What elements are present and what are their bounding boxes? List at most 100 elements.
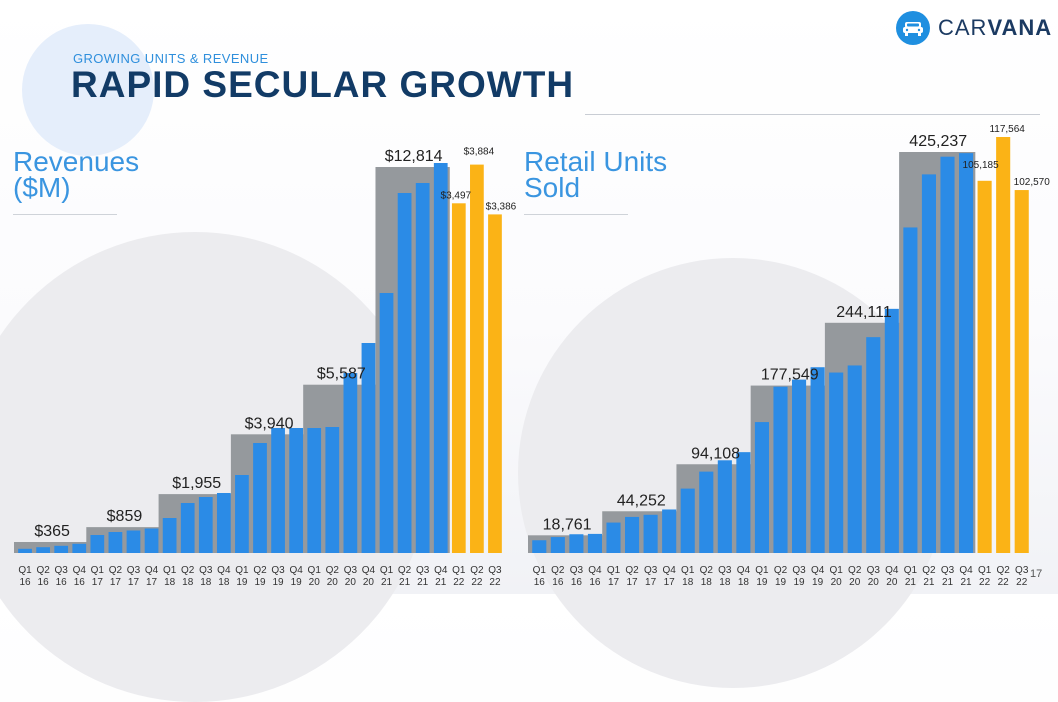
units-annual-label-2021: 425,237 (909, 133, 967, 150)
revenue-tick-year-3: 16 (56, 577, 68, 588)
units-tick-quarter-3: Q3 (570, 565, 584, 576)
revenue-bar-9 (162, 518, 177, 553)
units-bar-20 (884, 308, 899, 553)
revenue-tick-quarter-1: Q1 (18, 565, 32, 576)
units-bar-9 (680, 488, 695, 553)
units-tick-quarter-1: Q1 (533, 565, 547, 576)
units-value-label-27: 102,570 (1014, 177, 1051, 188)
units-tick-quarter-26: Q2 (996, 565, 1010, 576)
units-tick-quarter-10: Q2 (700, 565, 714, 576)
units-chart-title: Retail Units Sold (524, 146, 668, 203)
units-tick-quarter-16: Q4 (811, 565, 825, 576)
units-value-label-25: 105,185 (963, 160, 1000, 171)
title-divider (585, 114, 1040, 115)
revenue-tick-quarter-10: Q2 (181, 565, 195, 576)
units-tick-quarter-18: Q2 (848, 565, 862, 576)
units-tick-quarter-8: Q4 (662, 565, 676, 576)
revenue-chart: $365 $859 $1,955 $3,940 $5,587 $12,814 $3,497 $… (14, 147, 517, 588)
revenue-tick-year-16: 19 (291, 577, 303, 588)
revenue-title-line1: Revenues (13, 146, 140, 177)
revenue-bar-21 (379, 293, 394, 553)
units-bar-12 (736, 452, 751, 553)
revenue-tick-quarter-23: Q3 (416, 565, 430, 576)
revenue-tick-quarter-27: Q3 (488, 565, 502, 576)
decorative-circle-top (22, 24, 154, 156)
revenue-bar-10 (180, 503, 195, 553)
units-tick-year-26: 22 (998, 577, 1010, 588)
revenue-tick-year-12: 18 (218, 577, 230, 588)
units-bar-24 (959, 153, 974, 553)
units-tick-year-9: 18 (682, 577, 694, 588)
revenue-annual-block-2016 (14, 542, 89, 553)
units-bar-6 (625, 516, 640, 553)
units-bar-16 (810, 367, 825, 553)
revenue-tick-quarter-25: Q1 (452, 565, 466, 576)
revenue-bar-2 (36, 547, 50, 553)
page-subtitle: GROWING UNITS & REVENUE (73, 51, 269, 66)
units-bar-8 (662, 509, 677, 553)
revenue-tick-year-17: 20 (309, 577, 321, 588)
units-bar-23 (940, 156, 955, 553)
revenue-tick-year-4: 16 (74, 577, 86, 588)
units-bar-21 (903, 227, 918, 553)
revenue-tick-year-22: 21 (399, 577, 411, 588)
units-tick-year-8: 17 (664, 577, 676, 588)
revenue-tick-quarter-8: Q4 (145, 565, 159, 576)
revenue-annual-label-2018: $1,955 (172, 475, 221, 492)
revenue-tick-quarter-18: Q2 (326, 565, 340, 576)
units-tick-year-24: 21 (960, 577, 972, 588)
units-tick-year-5: 17 (608, 577, 620, 588)
revenue-bar-5 (90, 535, 105, 553)
units-tick-year-10: 18 (701, 577, 713, 588)
revenue-bar-3 (54, 545, 69, 553)
revenue-tick-year-26: 22 (471, 577, 483, 588)
units-tick-year-23: 21 (942, 577, 954, 588)
units-tick-year-13: 19 (756, 577, 768, 588)
revenue-tick-year-6: 17 (110, 577, 122, 588)
revenue-value-label-25: $3,497 (441, 190, 472, 201)
revenue-tick-quarter-15: Q3 (271, 565, 285, 576)
units-tick-year-22: 21 (923, 577, 935, 588)
carvana-logo: CARVANA (896, 11, 1052, 45)
revenue-bar-24 (433, 163, 448, 553)
revenue-tick-quarter-5: Q1 (91, 565, 105, 576)
units-chart: 18,761 44,252 94,108 177,549 244,111 425,237 1… (528, 124, 1051, 588)
revenue-bar-4 (72, 543, 87, 553)
revenue-tick-year-5: 17 (92, 577, 104, 588)
revenue-value-label-27: $3,386 (486, 201, 517, 212)
revenue-tick-quarter-26: Q2 (470, 565, 484, 576)
units-title-line1: Retail Units (524, 146, 668, 177)
units-bar-17 (829, 372, 844, 553)
logo-wordmark: CARVANA (938, 15, 1052, 41)
revenue-tick-quarter-11: Q3 (199, 565, 213, 576)
revenue-tick-year-10: 18 (182, 577, 194, 588)
units-value-label-26: 117,564 (989, 124, 1025, 135)
units-tick-year-7: 17 (645, 577, 657, 588)
units-bar-19 (866, 337, 881, 553)
revenue-tick-quarter-17: Q1 (308, 565, 322, 576)
revenue-title-line2: ($M) (13, 172, 71, 203)
units-tick-year-17: 20 (831, 577, 843, 588)
units-tick-year-14: 19 (775, 577, 787, 588)
revenue-bar-22 (397, 193, 412, 553)
revenue-annual-label-2019: $3,940 (245, 415, 294, 432)
revenue-bar-25 (451, 203, 466, 554)
units-tick-year-15: 19 (793, 577, 805, 588)
revenue-title-divider (13, 214, 117, 215)
logo-text-light: CAR (938, 15, 988, 40)
units-title-line2: Sold (524, 172, 581, 203)
units-bar-14 (773, 386, 788, 553)
revenue-bar-12 (216, 493, 231, 553)
revenue-bar-8 (144, 528, 159, 553)
units-bar-11 (717, 460, 732, 553)
units-tick-quarter-25: Q1 (978, 565, 992, 576)
units-tick-quarter-15: Q3 (792, 565, 806, 576)
revenue-tick-year-25: 22 (453, 577, 465, 588)
revenue-tick-year-11: 18 (200, 577, 212, 588)
logo-text-bold: VANA (987, 15, 1053, 40)
units-tick-year-2: 16 (552, 577, 564, 588)
units-tick-year-1: 16 (534, 577, 546, 588)
units-tick-year-20: 20 (886, 577, 898, 588)
units-tick-year-12: 18 (738, 577, 750, 588)
revenue-bar-16 (289, 428, 304, 553)
